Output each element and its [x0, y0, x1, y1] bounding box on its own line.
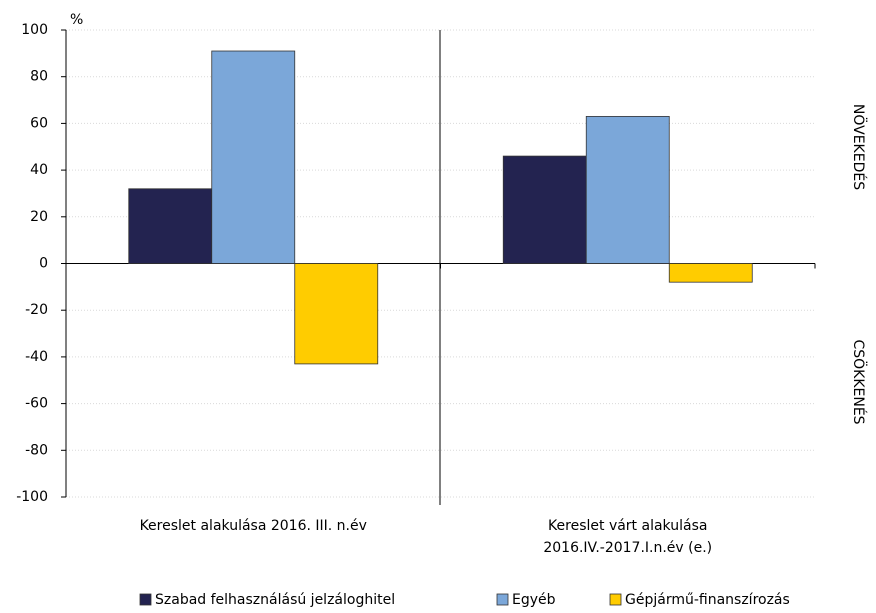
y-tick-label: -100 — [16, 489, 48, 505]
legend-label: Gépjármű-finanszírozás — [625, 592, 790, 608]
y-tick-label: 100 — [21, 22, 48, 38]
y-tick-label: -60 — [25, 396, 48, 412]
y-tick-label: -80 — [25, 442, 48, 458]
y-tick-label: 40 — [30, 162, 48, 178]
x-tick-label: Kereslet várt alakulása 2016.IV.-2017.I.… — [543, 518, 713, 556]
right-label: NÖVEKEDÉS — [850, 104, 868, 190]
bar — [294, 263, 379, 365]
legend-label: Egyéb — [512, 592, 556, 608]
bar — [128, 188, 213, 264]
legend-swatch — [139, 593, 152, 606]
bar — [668, 263, 753, 283]
legend-swatch — [496, 593, 509, 606]
y-tick-label: 20 — [30, 209, 48, 225]
bar — [502, 155, 587, 264]
y-tick-label: -20 — [25, 302, 48, 318]
x-tick-label: Kereslet alakulása 2016. III. n.év — [139, 518, 367, 534]
y-tick-label: 0 — [39, 256, 48, 272]
y-tick-label: 80 — [30, 69, 48, 85]
y-tick-label: -40 — [25, 349, 48, 365]
legend-swatch — [609, 593, 622, 606]
right-label: CSÖKKENÉS — [850, 339, 868, 424]
bar — [211, 50, 296, 264]
y-tick-label: 60 — [30, 115, 48, 131]
bar — [585, 115, 670, 264]
y-unit: % — [70, 12, 83, 28]
legend-label: Szabad felhasználású jelzáloghitel — [155, 592, 395, 608]
